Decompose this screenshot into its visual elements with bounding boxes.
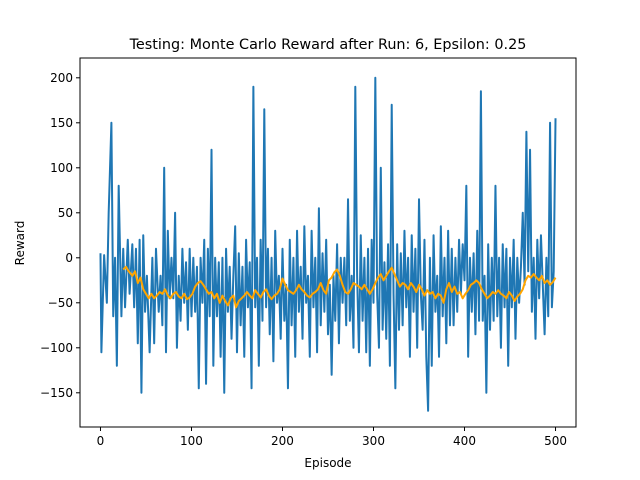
y-axis-label: Reward — [13, 221, 27, 266]
x-tick-label: 100 — [180, 434, 203, 448]
y-tick-label: 150 — [50, 116, 73, 130]
y-tick-label: −100 — [40, 341, 73, 355]
y-ticks: −150 −100 −50 0 50 100 150 200 — [40, 71, 80, 400]
y-tick-label: 0 — [65, 251, 73, 265]
reward-series-line — [99, 76, 557, 412]
x-tick-label: 400 — [453, 434, 476, 448]
y-tick-label: 100 — [50, 161, 73, 175]
y-tick-label: 50 — [58, 206, 73, 220]
x-tick-label: 300 — [362, 434, 385, 448]
y-tick-label: −150 — [40, 386, 73, 400]
x-axis-label: Episode — [304, 456, 351, 470]
chart-title: Testing: Monte Carlo Reward after Run: 6… — [129, 37, 527, 53]
x-tick-label: 0 — [97, 434, 105, 448]
axes-frame — [79, 57, 577, 428]
moving-average-series-line — [122, 265, 557, 309]
y-tick-label: 200 — [50, 71, 73, 85]
x-tick-label: 500 — [544, 434, 567, 448]
x-ticks: 0 100 200 300 400 500 — [97, 427, 567, 448]
x-tick-label: 200 — [271, 434, 294, 448]
plot-area — [79, 57, 577, 428]
series-layer — [99, 76, 557, 412]
y-tick-label: −50 — [48, 296, 73, 310]
